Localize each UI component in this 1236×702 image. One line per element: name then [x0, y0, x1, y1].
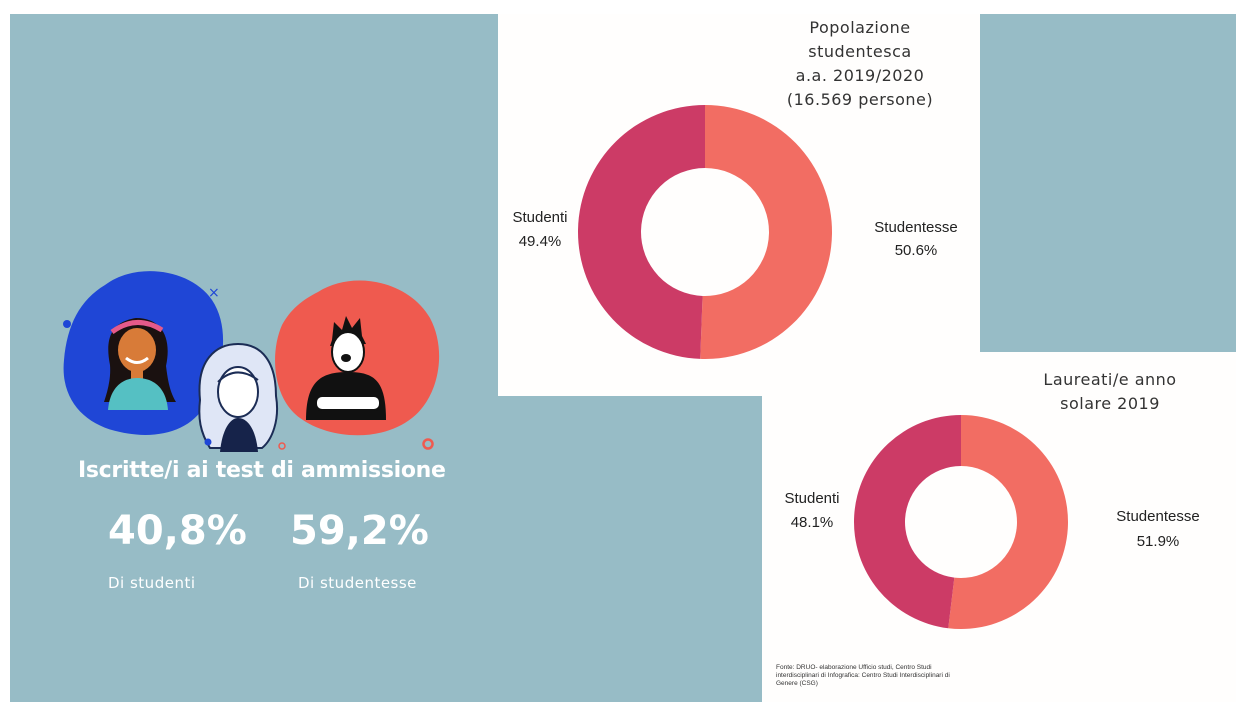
label-studenti: Studenti: [512, 209, 567, 226]
label-studentesse: Studentesse: [1116, 508, 1199, 525]
ring-decoration: [278, 442, 286, 450]
girl-middle-icon: [198, 342, 278, 452]
title-line: a.a. 2019/2020: [795, 66, 925, 85]
girl-left-icon: [104, 318, 176, 410]
donut-chart-population: [578, 105, 833, 360]
chart-title-population: Popolazione studentesca a.a. 2019/2020 (…: [740, 16, 980, 112]
value-studentesse: 50.6%: [895, 242, 938, 259]
stat-studentesse-label: Di studentesse: [298, 574, 417, 592]
source-note: Fonte: DRUO- elaborazione Ufficio studi,…: [776, 664, 950, 687]
stat-studentesse-value: 59,2%: [290, 508, 429, 554]
value-studenti: 48.1%: [791, 514, 834, 531]
chart-title-graduates: Laureati/e anno solare 2019: [1010, 368, 1210, 416]
admission-test-headline: Iscritte/i ai test di ammissione: [78, 458, 446, 483]
dot-decoration: [204, 438, 212, 446]
dot-decoration: [63, 320, 71, 328]
boy-right-icon: [306, 316, 386, 420]
ring-decoration: [422, 438, 434, 450]
title-line: solare 2019: [1060, 394, 1160, 413]
students-illustration: ×: [63, 271, 440, 452]
donut-chart-graduates: [853, 415, 1068, 629]
dot-decoration: [283, 322, 291, 330]
title-line: Laureati/e anno: [1043, 370, 1177, 389]
title-line: studentesca: [808, 42, 912, 61]
stat-studenti-label: Di studenti: [108, 574, 196, 592]
chart-card-graduates: [762, 352, 1236, 702]
donut-slice-studentesse: [700, 105, 833, 360]
value-studentesse: 51.9%: [1137, 533, 1180, 550]
donut-slice-studenti: [578, 105, 705, 359]
background-panel-top-right: [980, 14, 1236, 352]
label-studenti: Studenti: [784, 490, 839, 507]
label-studentesse: Studentesse: [874, 219, 957, 236]
donut-slice-studenti: [853, 415, 961, 629]
title-line: Popolazione: [809, 18, 911, 37]
stat-studenti-value: 40,8%: [108, 508, 247, 554]
title-line: (16.569 persone): [786, 90, 934, 109]
cross-decoration: ×: [208, 285, 220, 301]
value-studenti: 49.4%: [519, 233, 562, 250]
donut-slice-studentesse: [948, 415, 1068, 629]
